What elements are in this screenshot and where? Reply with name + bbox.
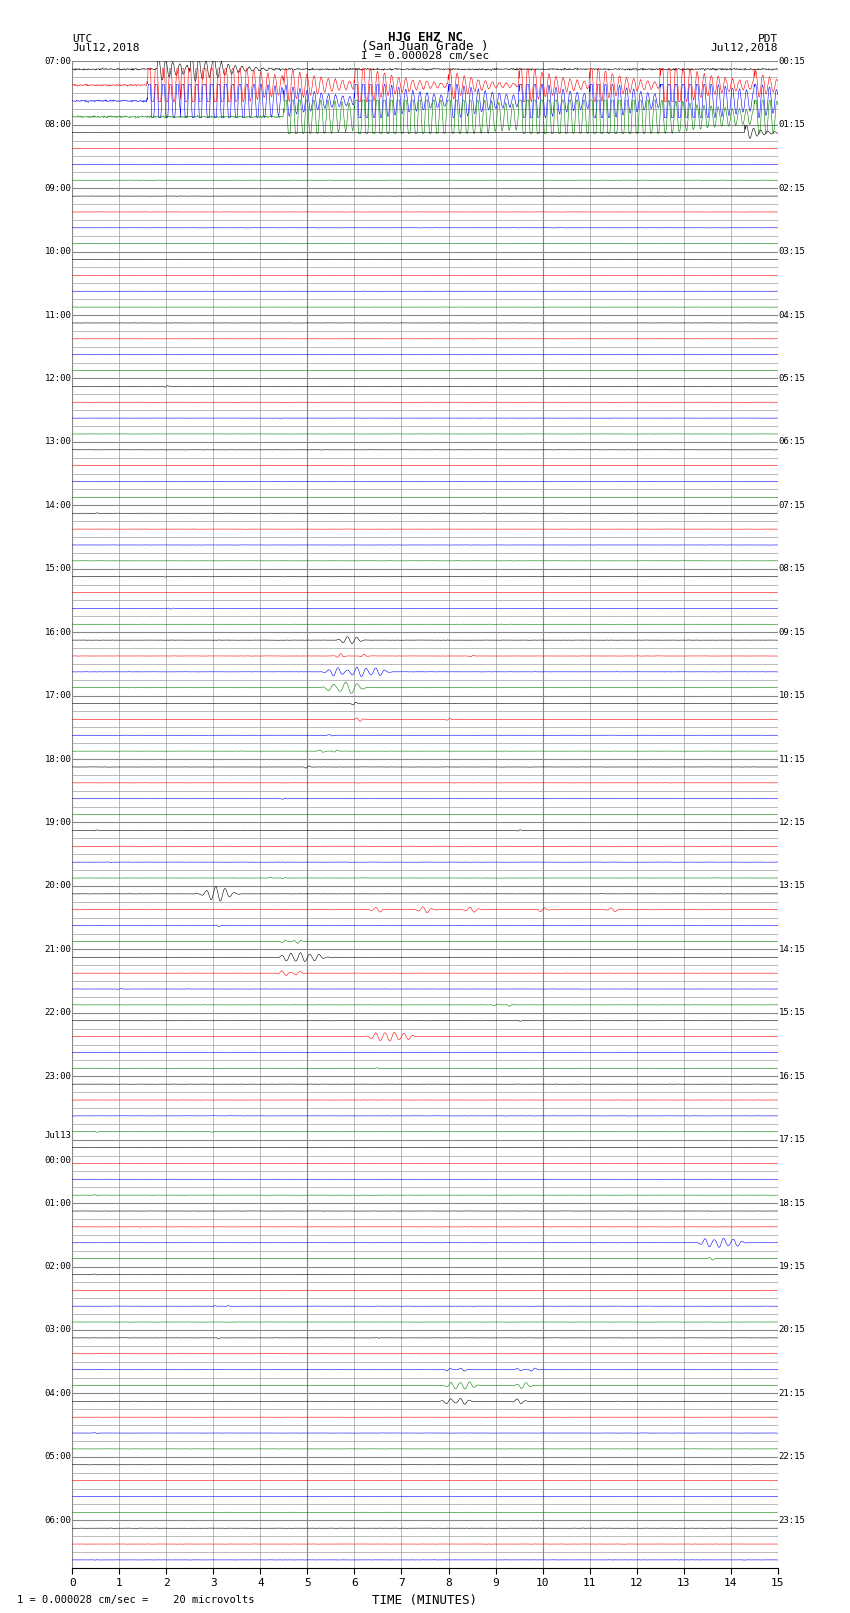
Text: 01:00: 01:00	[44, 1198, 71, 1208]
Text: 02:00: 02:00	[44, 1261, 71, 1271]
Text: 08:00: 08:00	[44, 121, 71, 129]
Text: 09:15: 09:15	[779, 627, 806, 637]
Text: 13:15: 13:15	[779, 881, 806, 890]
Text: 06:15: 06:15	[779, 437, 806, 447]
Text: Jul12,2018: Jul12,2018	[711, 44, 778, 53]
Text: 15:15: 15:15	[779, 1008, 806, 1018]
Text: 20:00: 20:00	[44, 881, 71, 890]
Text: 1 = 0.000028 cm/sec =    20 microvolts: 1 = 0.000028 cm/sec = 20 microvolts	[17, 1595, 254, 1605]
Text: 01:15: 01:15	[779, 121, 806, 129]
Text: 19:00: 19:00	[44, 818, 71, 827]
Text: 23:15: 23:15	[779, 1516, 806, 1524]
Text: HJG EHZ NC: HJG EHZ NC	[388, 31, 462, 44]
Text: 10:00: 10:00	[44, 247, 71, 256]
Text: (San Juan Grade ): (San Juan Grade )	[361, 40, 489, 53]
Text: 04:00: 04:00	[44, 1389, 71, 1398]
Text: Jul12,2018: Jul12,2018	[72, 44, 139, 53]
Text: 05:15: 05:15	[779, 374, 806, 382]
Text: 21:00: 21:00	[44, 945, 71, 953]
Text: 12:15: 12:15	[779, 818, 806, 827]
Text: 12:00: 12:00	[44, 374, 71, 382]
Text: 21:15: 21:15	[779, 1389, 806, 1398]
Text: 11:00: 11:00	[44, 311, 71, 319]
Text: 02:15: 02:15	[779, 184, 806, 192]
Text: 03:15: 03:15	[779, 247, 806, 256]
Text: 23:00: 23:00	[44, 1071, 71, 1081]
Text: 06:00: 06:00	[44, 1516, 71, 1524]
Text: UTC: UTC	[72, 34, 93, 44]
Text: 14:00: 14:00	[44, 500, 71, 510]
Text: 13:00: 13:00	[44, 437, 71, 447]
X-axis label: TIME (MINUTES): TIME (MINUTES)	[372, 1594, 478, 1607]
Text: 08:15: 08:15	[779, 565, 806, 573]
Text: 20:15: 20:15	[779, 1326, 806, 1334]
Text: 16:00: 16:00	[44, 627, 71, 637]
Text: 00:15: 00:15	[779, 56, 806, 66]
Text: 11:15: 11:15	[779, 755, 806, 763]
Text: 19:15: 19:15	[779, 1261, 806, 1271]
Text: 22:15: 22:15	[779, 1452, 806, 1461]
Text: 07:15: 07:15	[779, 500, 806, 510]
Text: Jul13: Jul13	[44, 1131, 71, 1140]
Text: 03:00: 03:00	[44, 1326, 71, 1334]
Text: 00:00: 00:00	[44, 1155, 71, 1165]
Text: 10:15: 10:15	[779, 690, 806, 700]
Text: 16:15: 16:15	[779, 1071, 806, 1081]
Text: 17:15: 17:15	[779, 1136, 806, 1144]
Text: 09:00: 09:00	[44, 184, 71, 192]
Text: 15:00: 15:00	[44, 565, 71, 573]
Text: 18:15: 18:15	[779, 1198, 806, 1208]
Text: 05:00: 05:00	[44, 1452, 71, 1461]
Text: I = 0.000028 cm/sec: I = 0.000028 cm/sec	[361, 52, 489, 61]
Text: 14:15: 14:15	[779, 945, 806, 953]
Text: 22:00: 22:00	[44, 1008, 71, 1018]
Text: 04:15: 04:15	[779, 311, 806, 319]
Text: PDT: PDT	[757, 34, 778, 44]
Text: 18:00: 18:00	[44, 755, 71, 763]
Text: 17:00: 17:00	[44, 690, 71, 700]
Text: 07:00: 07:00	[44, 56, 71, 66]
